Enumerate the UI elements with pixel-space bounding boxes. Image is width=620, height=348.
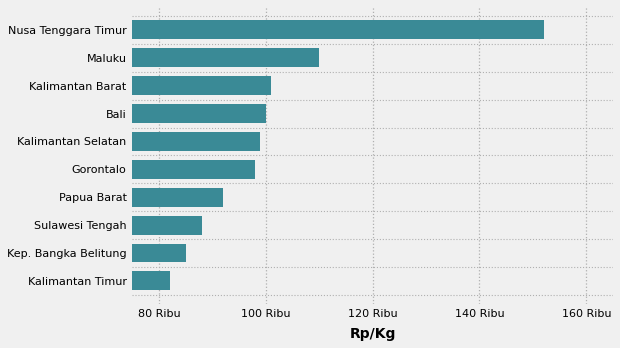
X-axis label: Rp/Kg: Rp/Kg [350, 327, 396, 341]
Bar [132, 244, 185, 262]
Bar [132, 48, 319, 67]
Bar [132, 132, 260, 151]
Bar [132, 21, 544, 39]
Bar [132, 160, 255, 179]
Bar [132, 271, 169, 290]
Bar [132, 216, 202, 235]
Bar [132, 188, 223, 207]
Bar [132, 104, 266, 123]
Bar [132, 76, 271, 95]
